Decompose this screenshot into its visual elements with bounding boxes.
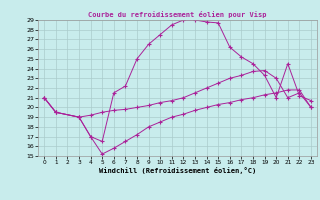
Title: Courbe du refroidissement éolien pour Visp: Courbe du refroidissement éolien pour Vi… <box>88 11 267 18</box>
X-axis label: Windchill (Refroidissement éolien,°C): Windchill (Refroidissement éolien,°C) <box>99 167 256 174</box>
